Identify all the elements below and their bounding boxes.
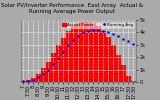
Bar bbox=[111, 45, 116, 82]
Bar bbox=[26, 80, 31, 82]
Bar bbox=[21, 81, 26, 82]
Bar bbox=[96, 26, 101, 82]
Text: Solar PV/Inverter Performance  East Array  Actual & Running Average Power Output: Solar PV/Inverter Performance East Array… bbox=[1, 3, 143, 14]
Bar bbox=[106, 37, 111, 82]
Bar bbox=[56, 45, 61, 82]
Bar bbox=[116, 55, 121, 82]
Bar bbox=[66, 31, 71, 82]
Bar bbox=[126, 76, 131, 82]
Bar bbox=[31, 78, 36, 82]
Bar bbox=[91, 23, 96, 82]
Bar bbox=[131, 81, 136, 82]
Bar bbox=[121, 65, 126, 82]
Bar bbox=[101, 31, 106, 82]
Bar bbox=[51, 54, 56, 82]
Bar bbox=[76, 23, 81, 82]
Bar bbox=[46, 62, 51, 82]
Bar bbox=[86, 22, 91, 82]
Legend: Actual Power, Running Avg: Actual Power, Running Avg bbox=[61, 22, 134, 28]
Bar bbox=[41, 68, 46, 82]
Bar bbox=[36, 74, 41, 82]
Bar bbox=[61, 38, 66, 82]
Bar bbox=[81, 22, 86, 82]
Bar bbox=[71, 26, 76, 82]
